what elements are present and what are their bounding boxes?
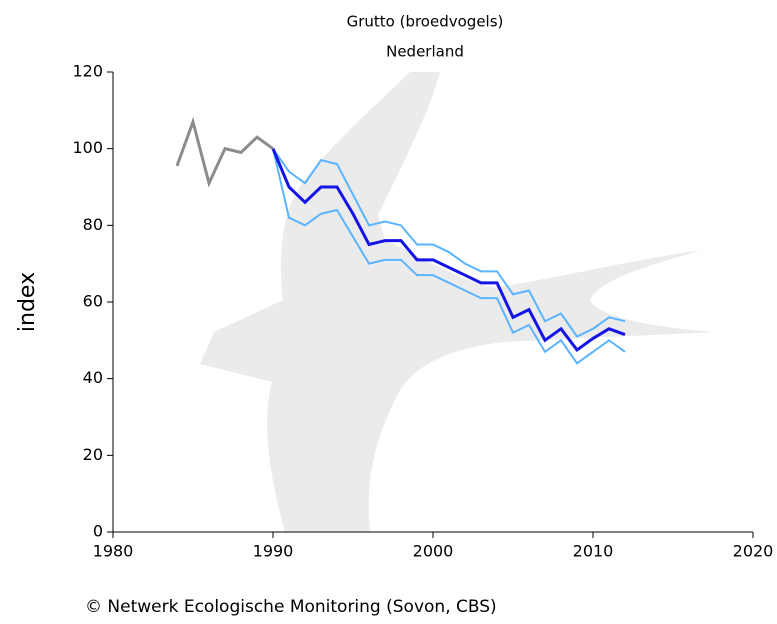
y-tick-label: 80 — [83, 215, 103, 234]
y-tick-label: 40 — [83, 368, 103, 387]
y-tick-label: 60 — [83, 292, 103, 311]
source-note: © Netwerk Ecologische Monitoring (Sovon,… — [85, 597, 497, 617]
y-tick-label: 120 — [72, 62, 103, 81]
y-tick-label: 100 — [72, 138, 103, 157]
chart: Grutto (broedvogels) Nederland index © N… — [0, 0, 777, 620]
chart-subtitle: Nederland — [386, 43, 464, 61]
y-axis-label: index — [15, 272, 40, 332]
x-tick-label: 1990 — [253, 542, 294, 561]
chart-title: Grutto (broedvogels) — [347, 13, 504, 31]
x-tick-label: 2020 — [733, 542, 774, 561]
y-tick-label: 0 — [93, 522, 103, 541]
x-tick-label: 2010 — [573, 542, 614, 561]
y-tick-label: 20 — [83, 445, 103, 464]
x-tick-label: 1980 — [93, 542, 134, 561]
page: {"chart_data": {"type": "line", "title":… — [0, 0, 777, 620]
x-tick-label: 2000 — [413, 542, 454, 561]
